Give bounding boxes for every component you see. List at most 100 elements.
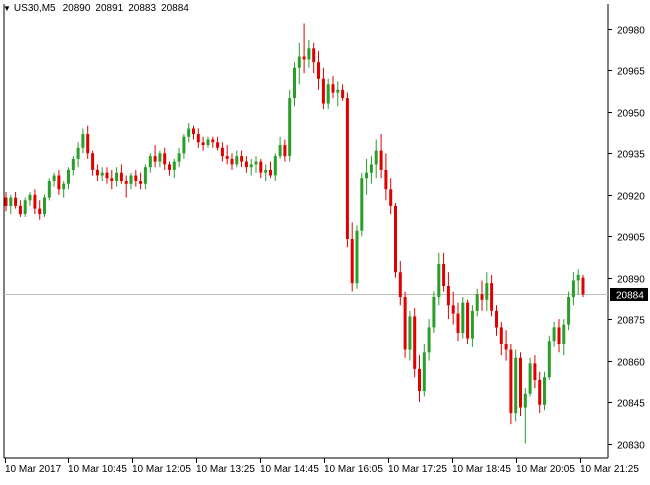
- candle-body: [201, 142, 205, 146]
- time-tick-label: 10 Mar 16:05: [324, 464, 383, 475]
- candle-body: [427, 327, 431, 353]
- candle-body: [533, 363, 537, 380]
- candle-body: [139, 181, 143, 184]
- candle-body: [567, 297, 571, 325]
- candle-body: [317, 62, 320, 79]
- candle-body: [552, 327, 556, 342]
- candle-body: [576, 274, 580, 281]
- candle-body: [23, 200, 27, 215]
- candle-body: [581, 277, 585, 295]
- current-price-box: [610, 288, 648, 301]
- candle-body: [95, 169, 99, 176]
- candle-body: [461, 302, 465, 333]
- candle-body: [403, 297, 407, 350]
- time-tick-label: 10 Mar 2017: [5, 464, 62, 475]
- candle-body: [62, 183, 66, 190]
- price-tick-label: 20830: [617, 441, 645, 452]
- candle-body: [422, 352, 426, 391]
- candle-body: [38, 208, 42, 215]
- candle-body: [182, 136, 186, 154]
- candle-body: [562, 324, 566, 344]
- candle-body: [86, 134, 90, 154]
- candle-body: [14, 197, 18, 206]
- candle-body: [490, 283, 494, 311]
- candle-body: [187, 128, 191, 137]
- candle-body: [269, 169, 272, 176]
- candle-body: [350, 239, 354, 284]
- candle-body: [557, 327, 561, 344]
- candle-body: [446, 286, 450, 306]
- price-tick-label: 20890: [617, 275, 645, 286]
- candle-body: [235, 156, 239, 165]
- time-tick-label: 10 Mar 10:45: [68, 464, 127, 475]
- candle-body: [110, 178, 114, 181]
- candle-body: [470, 310, 474, 339]
- candle-body: [538, 379, 542, 405]
- candle-body: [543, 377, 546, 405]
- candle-body: [240, 156, 244, 162]
- candle-body: [408, 316, 412, 350]
- candle-body: [153, 156, 157, 162]
- candle-body: [389, 189, 393, 206]
- candle-body: [225, 156, 229, 159]
- candle-body: [67, 169, 70, 184]
- price-tick-label: 20980: [617, 26, 645, 37]
- candle-body: [115, 172, 119, 181]
- candle-body: [47, 181, 51, 198]
- candle-body: [519, 357, 522, 408]
- candle-body: [196, 134, 200, 143]
- collapse-triangle-icon[interactable]: ▼: [3, 3, 11, 13]
- candle-body: [331, 84, 335, 93]
- candle-body: [398, 272, 402, 298]
- symbol-header: ▼ US30,M5 20890 20891 20883 20884: [3, 3, 191, 14]
- candle-body: [259, 161, 263, 173]
- candle-body: [437, 263, 441, 298]
- candle-body: [18, 205, 22, 215]
- candle-body: [442, 263, 446, 286]
- price-tick-label: 20845: [617, 399, 645, 410]
- candle-body: [249, 164, 253, 168]
- candle-body: [168, 164, 171, 170]
- candle-body: [312, 48, 316, 63]
- time-tick-label: 10 Mar 13:25: [196, 464, 255, 475]
- candle-body: [360, 178, 364, 231]
- price-tick-label: 20950: [617, 109, 645, 120]
- candle-body: [495, 310, 498, 328]
- candle-body: [177, 153, 181, 162]
- candle-body: [264, 169, 268, 173]
- candle-body: [220, 147, 224, 157]
- candle-body: [33, 194, 37, 209]
- candle-body: [293, 67, 296, 99]
- candle-body: [9, 197, 13, 206]
- candle-body: [297, 56, 301, 68]
- candle-body: [384, 169, 388, 190]
- candle-body: [514, 357, 518, 414]
- symbol-label: US30,M5: [13, 3, 56, 14]
- candle-body: [278, 145, 282, 157]
- candle-body: [355, 230, 359, 284]
- candle-body: [466, 302, 470, 339]
- candle-body: [336, 89, 340, 93]
- price-tick-label: 20935: [617, 150, 645, 161]
- candle-body: [254, 161, 258, 165]
- open-value: 20890: [62, 3, 91, 14]
- candle-body: [547, 341, 551, 378]
- time-tick-label: 10 Mar 14:45: [260, 464, 319, 475]
- high-value: 20891: [95, 3, 124, 14]
- candle-body: [485, 283, 489, 300]
- low-value: 20883: [128, 3, 157, 14]
- close-value: 20884: [161, 3, 189, 14]
- current-price-label: 20884: [616, 291, 644, 302]
- candle-body: [163, 153, 167, 165]
- candle-body: [158, 153, 162, 162]
- candle-body: [192, 128, 195, 134]
- candle-body: [345, 98, 349, 239]
- candle-body: [523, 393, 527, 408]
- price-tick-label: 20860: [617, 358, 645, 369]
- time-tick-label: 10 Mar 17:25: [388, 464, 447, 475]
- candle-body: [124, 181, 128, 184]
- candle-body: [432, 297, 436, 328]
- candle-body: [244, 161, 248, 168]
